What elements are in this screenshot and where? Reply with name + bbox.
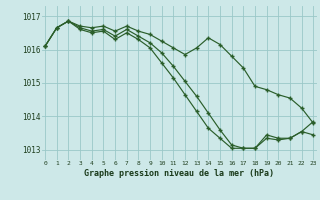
X-axis label: Graphe pression niveau de la mer (hPa): Graphe pression niveau de la mer (hPa)	[84, 169, 274, 178]
